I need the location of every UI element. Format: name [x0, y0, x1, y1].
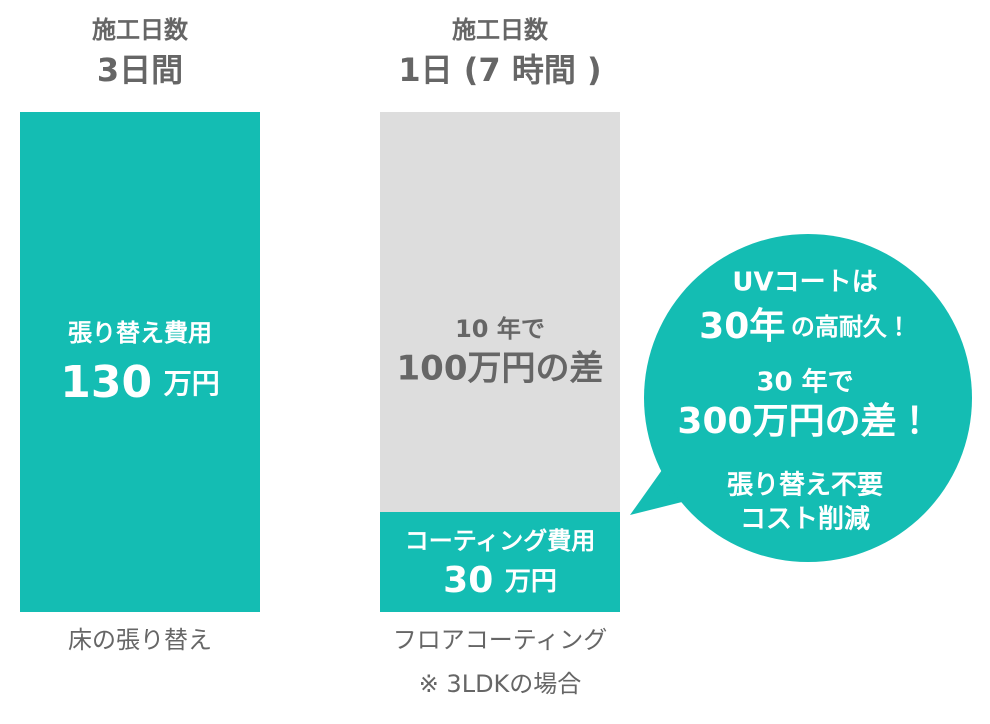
cost-label: コーティング費用 — [405, 527, 596, 555]
bubble-line: UVコートは — [732, 268, 877, 298]
duration-label: 施工日数 — [92, 16, 189, 44]
bubble-tail — [630, 470, 690, 515]
savings: 300万円の差！ — [677, 401, 932, 442]
bubble-line: コスト削減 — [740, 505, 870, 535]
difference: 100万円の差 — [397, 349, 604, 389]
savings-period: 30 年で — [756, 367, 853, 398]
cost: 130 万円 — [60, 357, 219, 408]
cost-value: 30 — [443, 560, 493, 601]
bubble-line: 張り替え不要 — [727, 471, 883, 501]
cost-unit: 万円 — [164, 367, 220, 400]
coating-bar — [380, 512, 620, 612]
durability: 30年 の高耐久！ — [699, 306, 911, 347]
cost-label: 張り替え費用 — [68, 319, 212, 347]
cost-value: 130 — [60, 357, 152, 408]
bubble — [644, 234, 972, 562]
duration: 3日間 — [97, 51, 183, 89]
duration: 1日 (7 時間 ) — [398, 51, 601, 89]
caption: フロアコーティング — [393, 626, 608, 654]
replacement-bar — [20, 112, 260, 612]
difference-period: 10 年で — [455, 315, 545, 343]
note: ※ 3LDKの場合 — [419, 670, 582, 698]
durability-text: の高耐久！ — [791, 313, 911, 341]
cost: 30 万円 — [443, 560, 557, 601]
durability-value: 30年 — [699, 306, 785, 347]
cost-unit: 万円 — [505, 567, 557, 597]
caption: 床の張り替え — [68, 626, 212, 654]
duration-label: 施工日数 — [452, 16, 549, 44]
difference-bar — [380, 112, 620, 512]
